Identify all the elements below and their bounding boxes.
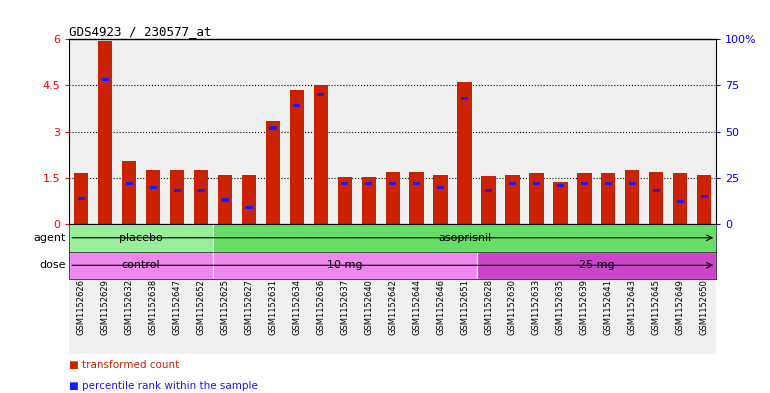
Bar: [649, 172, 664, 224]
Bar: [389, 182, 397, 185]
Bar: [673, 173, 688, 224]
Bar: [485, 189, 492, 192]
Text: GSM1152629: GSM1152629: [101, 279, 110, 335]
Bar: [122, 161, 136, 224]
Text: GSM1152635: GSM1152635: [556, 279, 565, 335]
Bar: [149, 185, 157, 189]
Bar: [98, 41, 112, 224]
Bar: [653, 189, 660, 192]
Bar: [197, 189, 205, 192]
Bar: [213, 252, 477, 279]
Bar: [434, 175, 448, 224]
Bar: [697, 175, 711, 224]
Bar: [578, 173, 591, 224]
Bar: [270, 127, 276, 130]
Bar: [604, 182, 612, 185]
Bar: [581, 182, 588, 185]
Bar: [173, 189, 181, 192]
Bar: [74, 173, 89, 224]
Bar: [461, 97, 468, 100]
Bar: [677, 200, 684, 204]
Bar: [126, 182, 132, 185]
Bar: [222, 198, 229, 202]
Bar: [337, 177, 352, 224]
Bar: [290, 90, 304, 224]
Bar: [69, 224, 213, 252]
Text: GSM1152639: GSM1152639: [580, 279, 589, 335]
Text: GSM1152651: GSM1152651: [460, 279, 469, 335]
Bar: [213, 224, 716, 252]
Text: GSM1152632: GSM1152632: [125, 279, 134, 335]
Text: placebo: placebo: [119, 233, 163, 243]
Text: GSM1152638: GSM1152638: [149, 279, 158, 335]
Bar: [242, 175, 256, 224]
Bar: [505, 175, 520, 224]
Text: GSM1152636: GSM1152636: [316, 279, 326, 335]
Text: GSM1152631: GSM1152631: [269, 279, 277, 335]
Bar: [313, 86, 328, 224]
Text: 25 mg: 25 mg: [578, 260, 614, 270]
Bar: [362, 177, 376, 224]
Bar: [509, 182, 516, 185]
Text: GSM1152630: GSM1152630: [508, 279, 517, 335]
Text: GSM1152649: GSM1152649: [675, 279, 685, 335]
Text: GSM1152645: GSM1152645: [651, 279, 661, 335]
Bar: [317, 93, 324, 96]
Bar: [701, 195, 708, 198]
Bar: [170, 170, 184, 224]
Text: GSM1152644: GSM1152644: [412, 279, 421, 335]
Text: GSM1152647: GSM1152647: [172, 279, 182, 335]
Text: GSM1152643: GSM1152643: [628, 279, 637, 335]
Bar: [557, 184, 564, 187]
Text: GSM1152628: GSM1152628: [484, 279, 493, 335]
Bar: [628, 182, 636, 185]
Text: GSM1152634: GSM1152634: [293, 279, 301, 335]
Text: GSM1152650: GSM1152650: [700, 279, 708, 335]
Text: GSM1152626: GSM1152626: [77, 279, 85, 335]
Text: GSM1152646: GSM1152646: [436, 279, 445, 335]
Bar: [481, 176, 496, 224]
Text: GSM1152642: GSM1152642: [388, 279, 397, 335]
Text: GSM1152625: GSM1152625: [220, 279, 229, 335]
Bar: [625, 170, 639, 224]
Bar: [341, 182, 348, 185]
Bar: [246, 206, 253, 209]
Bar: [437, 185, 444, 189]
Bar: [194, 170, 208, 224]
Text: control: control: [122, 260, 160, 270]
Text: agent: agent: [33, 233, 65, 243]
Bar: [102, 78, 109, 81]
Bar: [601, 173, 615, 224]
Bar: [146, 170, 160, 224]
Text: GSM1152641: GSM1152641: [604, 279, 613, 335]
Text: asoprisnil: asoprisnil: [438, 233, 491, 243]
Text: ■ transformed count: ■ transformed count: [69, 360, 179, 369]
Text: dose: dose: [39, 260, 65, 270]
Bar: [69, 252, 213, 279]
Text: GSM1152652: GSM1152652: [196, 279, 206, 335]
Bar: [78, 196, 85, 200]
Bar: [529, 173, 544, 224]
Bar: [477, 252, 716, 279]
Text: GSM1152627: GSM1152627: [244, 279, 253, 335]
Bar: [457, 83, 472, 224]
Bar: [218, 175, 233, 224]
Bar: [266, 121, 280, 224]
Text: GSM1152633: GSM1152633: [532, 279, 541, 335]
Text: ■ percentile rank within the sample: ■ percentile rank within the sample: [69, 381, 258, 391]
Bar: [410, 172, 424, 224]
Bar: [413, 182, 420, 185]
Text: 10 mg: 10 mg: [327, 260, 363, 270]
Bar: [293, 104, 300, 107]
Bar: [533, 182, 540, 185]
Bar: [553, 182, 567, 224]
Bar: [386, 172, 400, 224]
Text: GDS4923 / 230577_at: GDS4923 / 230577_at: [69, 25, 212, 38]
Text: GSM1152640: GSM1152640: [364, 279, 373, 335]
Text: GSM1152637: GSM1152637: [340, 279, 350, 335]
Bar: [365, 182, 373, 185]
